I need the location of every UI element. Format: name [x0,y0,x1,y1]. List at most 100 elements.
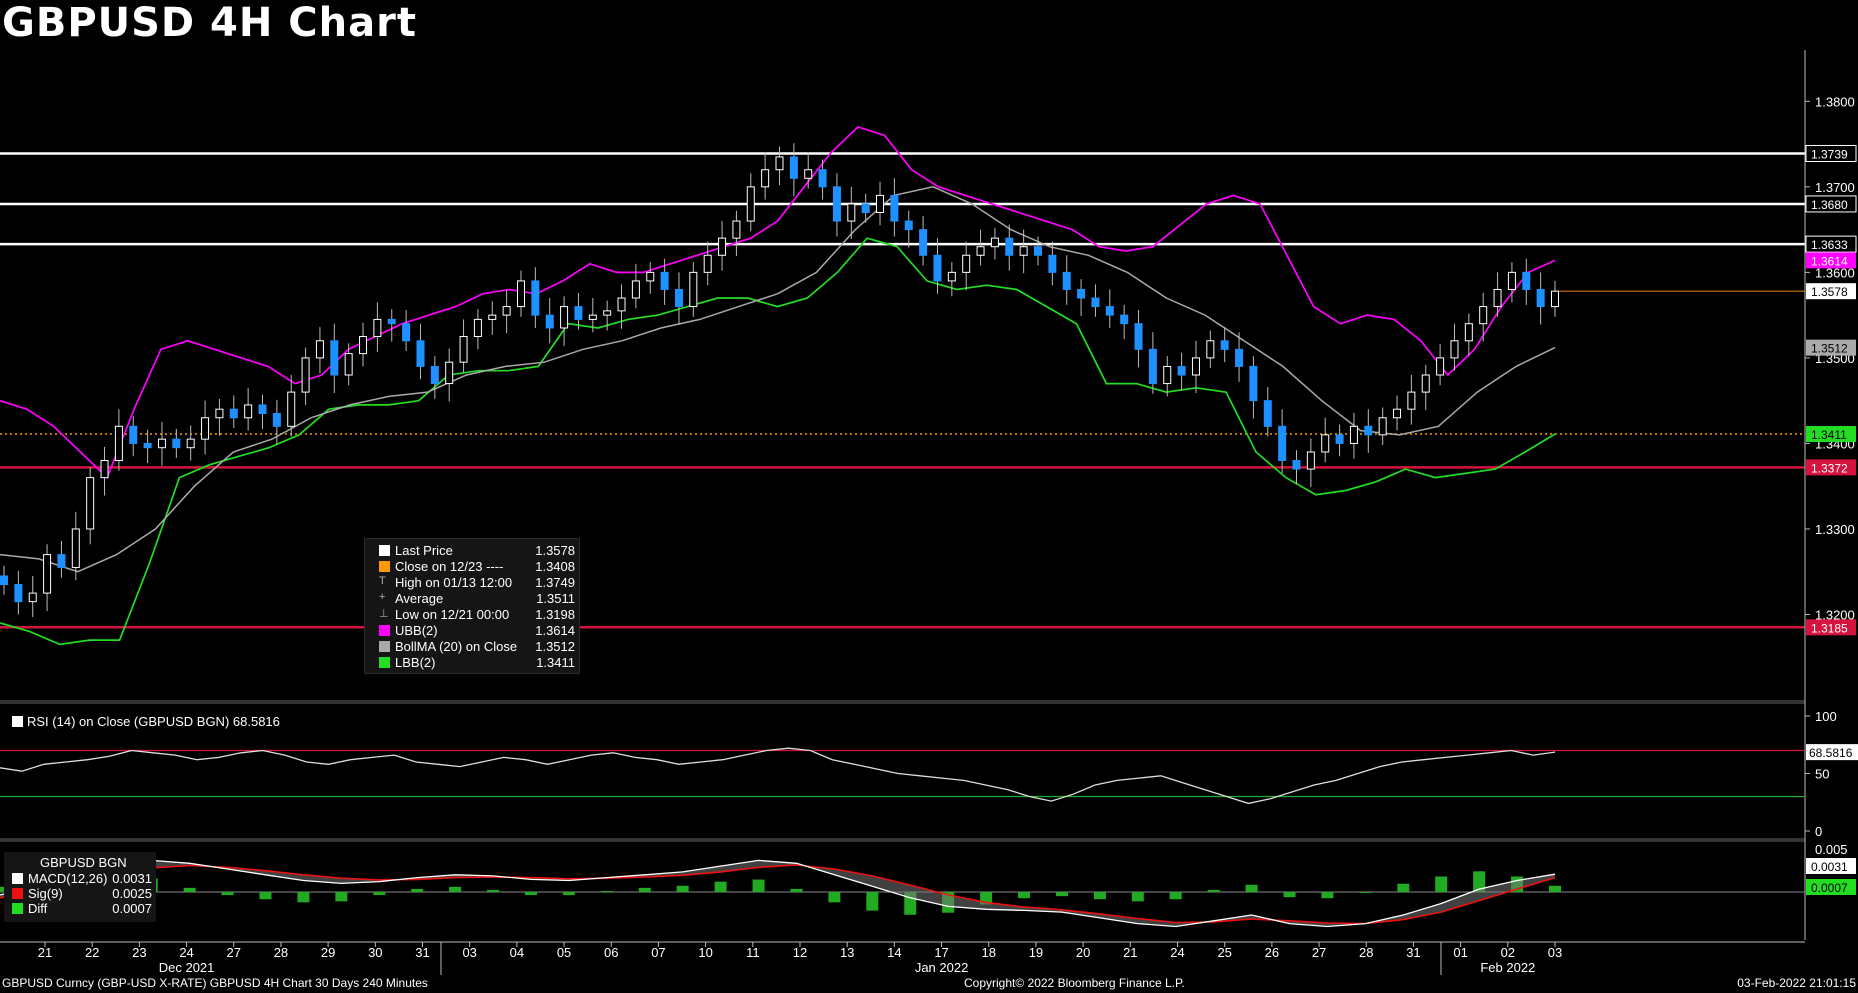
candle-body [962,254,971,273]
rsi-line [0,747,1556,805]
macd-histogram-bar [828,892,841,903]
level-tag-bg [1806,619,1856,636]
macd-histogram-bar [790,888,803,892]
macd-histogram-bar [638,887,651,892]
candles [0,143,1559,618]
candle-body [545,314,554,329]
month-label: Dec 2021 [159,960,215,975]
candle-body [1378,417,1387,436]
time-tick-label: 31 [1406,945,1420,960]
macd-legend: GBPUSD BGN MACD(12,26) 0.0031 Sig(9) 0.0025 D… [4,852,156,922]
legend-swatch: + [379,591,386,603]
time-axis: 21 22 23 24 27 28 29 30 31 03 04 05 06 07 10 11 12 13 14 17… [0,941,1805,975]
candle-body [43,554,52,594]
macd-legend-row: MACD(12,26) 0.0031 [12,871,152,886]
candle-body [301,357,310,393]
candle-body [832,186,841,222]
legend-swatch: ⊥ [379,608,389,620]
macd-histogram-bar [1245,884,1258,892]
candle-body [330,340,339,376]
candle-body [689,271,698,308]
macd-value-tag-bg [1806,858,1856,874]
time-tick-label: 20 [1076,945,1090,960]
candle-body [746,186,755,222]
macd-legend-value: 0.0025 [112,886,152,901]
rsi-tick-label: 0 [1815,824,1822,839]
candle-body [71,528,80,568]
time-tick-label: 10 [698,945,712,960]
level-tag-label: 1.3372 [1811,461,1848,475]
price-tick-label: 1.3300 [1815,522,1855,537]
macd-histogram-bar [1549,885,1561,892]
legend-row: + Average 1.3511 [379,591,575,607]
macd-histogram-bar [221,892,234,896]
candle-body [531,280,540,316]
candle-body [201,417,210,440]
time-tick-label: 22 [85,945,99,960]
candle-body [1522,271,1531,290]
candle-body [1062,271,1071,290]
candle-body [1249,365,1258,402]
macd-histogram-bar [1093,892,1106,900]
candle-body [416,340,425,367]
candle-body [57,554,66,568]
price-tag-label: 1.3512 [1811,342,1848,356]
candle-body [229,408,238,419]
legend-row: UBB(2) 1.3614 [379,623,575,639]
rsi-value-tag: 68.5816 [1809,746,1853,760]
candle-body [1479,306,1488,325]
macd-histogram-bar [1321,892,1334,899]
candle-body [876,194,885,213]
candle-body [186,438,195,449]
price-tag-bg [1806,339,1856,356]
candle-body [1292,460,1301,470]
candle-body [1407,391,1416,410]
legend-name: High on 01/13 12:00 [395,575,513,590]
macd-legend-swatch [12,873,23,884]
candle-body [100,460,109,479]
macd-histogram-bar [1435,876,1448,892]
macd-histogram-bar [1359,892,1372,893]
rsi-label: RSI (14) on Close (GBPUSD BGN) 68.5816 [12,714,280,729]
candle-body [617,297,626,312]
macd-histogram-bar [562,892,575,896]
legend-swatch [379,625,390,636]
candle-body [1436,357,1445,376]
legend-swatch [379,561,390,572]
time-tick-label: 03 [1548,945,1562,960]
legend-name: LBB(2) [395,655,436,670]
price-tick-label: 1.3600 [1815,265,1855,280]
legend-name: Close on 12/23 ---- [395,559,504,574]
candle-body [674,288,683,308]
candle-body [1191,357,1200,376]
candle-body [1349,425,1358,444]
legend-value: 1.3749 [535,575,575,590]
macd-line [0,859,1556,928]
candle-body [28,592,37,603]
candle-body [1493,288,1502,308]
level-tag-label: 1.3633 [1811,238,1848,252]
candle-body [1450,340,1459,359]
candle-body [157,438,166,449]
candle-body [517,280,525,308]
legend-value: 1.3512 [535,639,575,654]
legend-value: 1.3198 [535,607,575,622]
macd-histogram-bar [866,892,879,911]
time-tick-label: 28 [1359,945,1373,960]
rsi-label-text: RSI (14) on Close (GBPUSD BGN) 68.5816 [27,714,280,729]
time-tick-label: 06 [604,945,618,960]
legend-swatch [379,545,390,556]
time-tick-label: 02 [1501,945,1515,960]
candle-body [402,323,411,342]
level-tag-bg [1805,144,1857,162]
price-tag-bg [1806,252,1856,269]
footer-source: GBPUSD Curncy (GBP-USD X-RATE) GBPUSD 4H… [2,976,428,990]
candle-body [904,220,913,231]
candle-body [588,314,597,320]
candle-body [574,306,583,320]
candle-body [919,229,928,256]
legend-value: 1.3511 [536,591,575,606]
legend-value: 1.3411 [536,655,575,670]
candle-body [732,220,741,239]
